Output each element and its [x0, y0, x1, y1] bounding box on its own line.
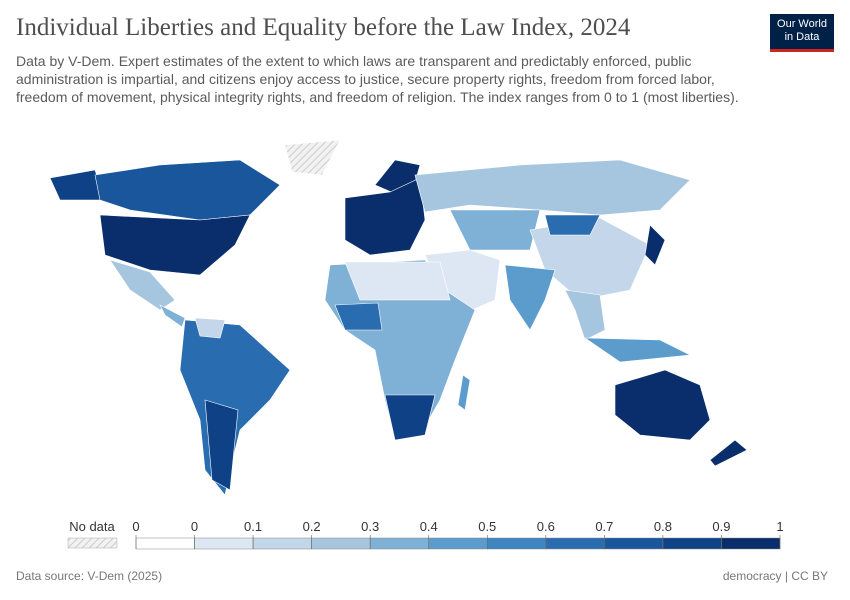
countries [49, 139, 748, 496]
legend-swatch [487, 537, 547, 550]
legend-tick-label: 0.2 [303, 519, 321, 534]
title: Individual Liberties and Equality before… [16, 14, 631, 41]
legend-swatch [135, 537, 195, 550]
legend-tick-label: 0.1 [244, 519, 262, 534]
legend-tick-label: 0.7 [595, 519, 613, 534]
legend-swatch [545, 537, 605, 550]
legend-swatch [369, 537, 429, 550]
subtitle: Data by V-Dem. Expert estimates of the e… [16, 53, 739, 105]
japan [644, 224, 666, 266]
logo-line: Our World [777, 18, 827, 30]
new-zealand [709, 439, 748, 467]
india [504, 264, 556, 331]
west-africa [334, 302, 383, 331]
australia [614, 369, 711, 441]
legend-tick-label: 0 [132, 519, 139, 534]
legend-tick-label: 0.5 [478, 519, 496, 534]
legend-tick-label: 1 [776, 519, 783, 534]
canada [94, 159, 281, 221]
central-asia [449, 209, 541, 251]
logo[interactable]: Our World in Data [770, 14, 834, 52]
data-source: Data source: V-Dem (2025) [16, 569, 163, 583]
license: democracy | CC BY [722, 569, 828, 583]
mongolia [544, 214, 601, 236]
south-america [179, 319, 291, 496]
logo-line: in Data [784, 31, 820, 43]
southern-cone [204, 399, 239, 491]
legend-swatch [721, 537, 781, 550]
legend-swatch [428, 537, 488, 550]
southern-africa [384, 394, 436, 441]
north-africa [344, 261, 451, 301]
usa [99, 214, 251, 276]
no-data-swatch [67, 537, 118, 549]
madagascar [457, 374, 471, 411]
legend-tick-label: 0.3 [361, 519, 379, 534]
central-america [159, 304, 186, 328]
no-data-label: No data [69, 519, 115, 534]
legend-swatch [604, 537, 664, 550]
legend: No data 0 0 0.1 0.2 0.3 0.4 0.5 0.6 0.7 0.8 0.9 1 [67, 519, 784, 550]
legend-swatch [662, 537, 722, 550]
legend-tick-label: 0.6 [537, 519, 555, 534]
venezuela [194, 317, 226, 339]
mexico [109, 259, 176, 311]
southeast-asia [564, 289, 606, 341]
legend-swatch [311, 537, 371, 550]
legend-tick-label: 0.8 [654, 519, 672, 534]
legend-tick-label: 0 [191, 519, 198, 534]
legend-swatch [252, 537, 312, 550]
legend-swatch [194, 537, 254, 550]
indonesia [583, 337, 692, 363]
russia [414, 159, 691, 216]
legend-tick-label: 0.4 [420, 519, 438, 534]
legend-tick-label: 0.9 [712, 519, 730, 534]
europe [344, 177, 426, 256]
greenland [284, 139, 341, 176]
